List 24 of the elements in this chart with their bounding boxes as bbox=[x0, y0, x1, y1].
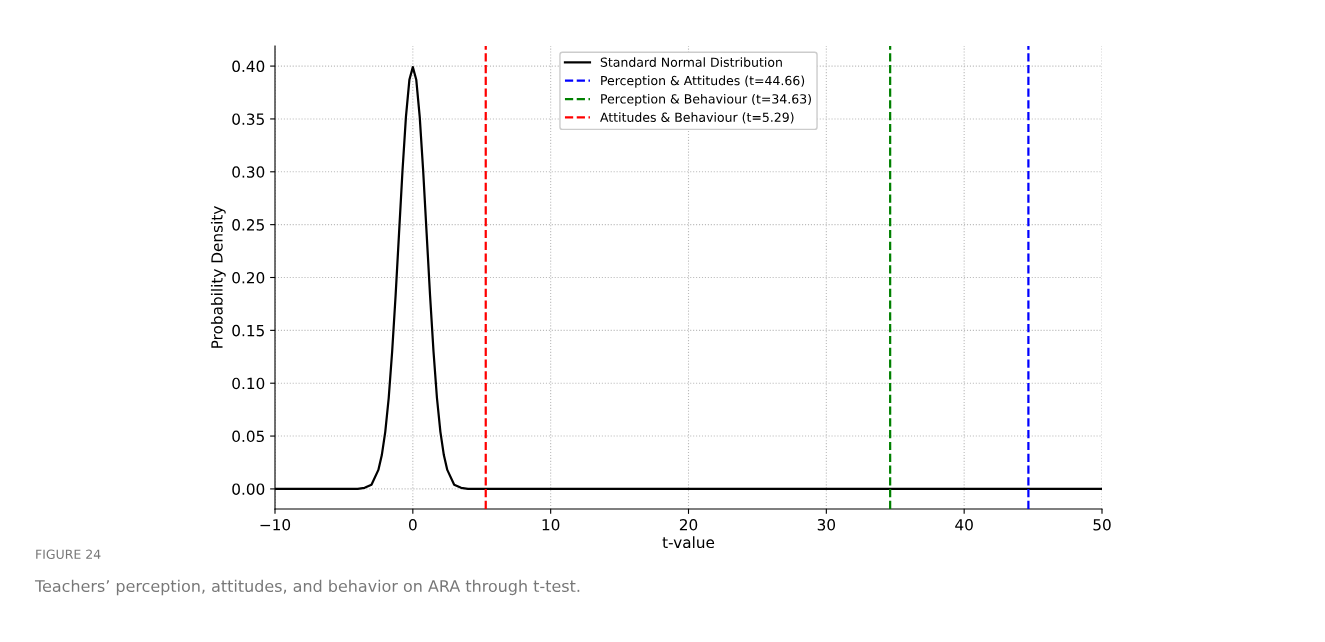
y-tick-label: 0.35 bbox=[232, 113, 264, 125]
y-tick-label: 0.00 bbox=[232, 483, 265, 495]
y-axis-title: Probability Density bbox=[210, 206, 226, 348]
x-axis-title: t-value bbox=[662, 536, 715, 549]
y-tick-label: 0.15 bbox=[232, 324, 264, 337]
text: Teachers’ perception, attitudes, and behavior on ARA through t-test. bbox=[34, 579, 580, 596]
y-tick-label: 0.20 bbox=[232, 271, 265, 284]
x-tick-label: 10 bbox=[542, 518, 560, 531]
x-tick-label: 30 bbox=[817, 518, 836, 531]
x-tick-label: 50 bbox=[1093, 518, 1111, 531]
legend-label: Perception & Attitudes (t=44.66) bbox=[601, 75, 805, 88]
x-tick-label: −10 bbox=[260, 518, 291, 531]
y-tick-label: 0.05 bbox=[232, 430, 264, 443]
y-tick-label: 0.10 bbox=[232, 377, 265, 390]
legend-label: Standard Normal Distribution bbox=[600, 57, 782, 67]
y-tick-label: 0.40 bbox=[232, 60, 265, 73]
x-tick-label: 0 bbox=[408, 518, 417, 531]
x-tick-label: 20 bbox=[679, 518, 698, 531]
y-tick-label: 0.30 bbox=[232, 166, 265, 178]
legend-label: Perception & Behaviour (t=34.63) bbox=[601, 93, 811, 107]
caption: FIGURE 24 bbox=[36, 549, 101, 559]
y-tick-label: 0.25 bbox=[232, 219, 264, 231]
legend-label: Attitudes & Behaviour (t=5.29) bbox=[600, 112, 794, 124]
x-tick-label: 40 bbox=[955, 518, 973, 531]
